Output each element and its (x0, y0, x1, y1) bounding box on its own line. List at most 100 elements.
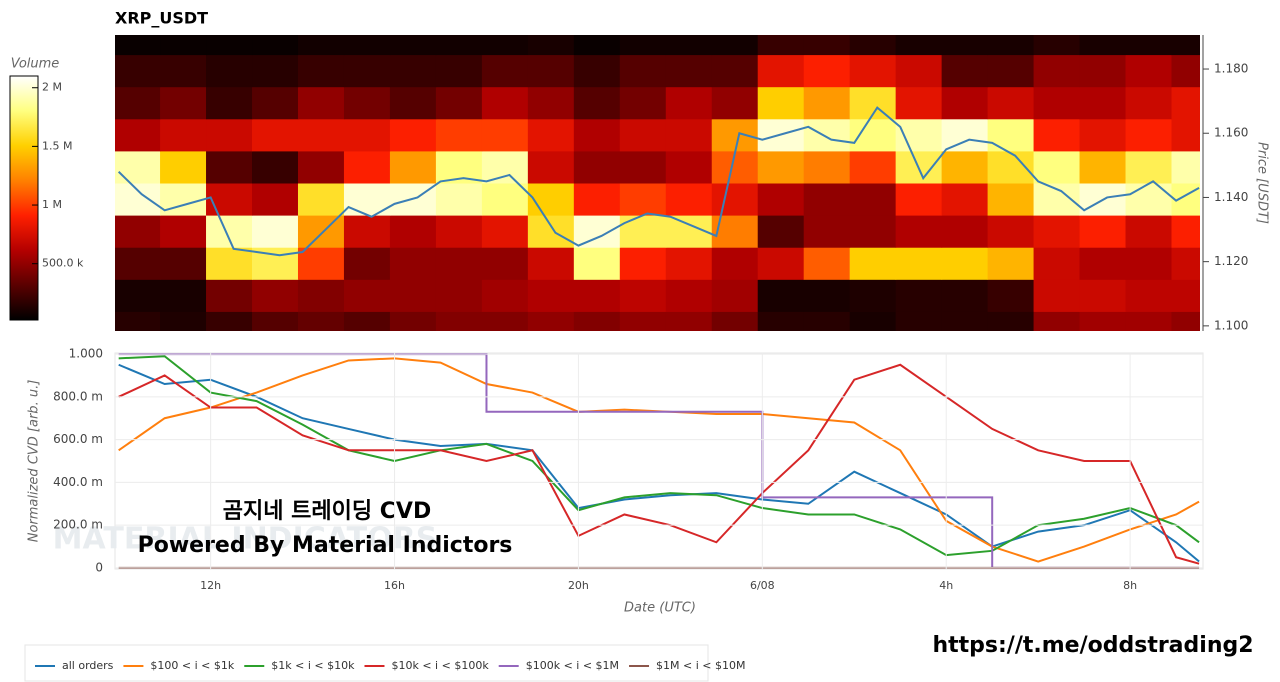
heatmap-cell (1033, 215, 1081, 248)
heatmap-cell (206, 311, 253, 331)
heatmap-cell (527, 183, 575, 216)
heatmap-cell (297, 247, 345, 280)
cvd-line (118, 363, 1200, 563)
colorbar-tick-label: 2 M (42, 81, 62, 94)
heatmap-cell (757, 183, 805, 216)
heatmap-cell (1079, 118, 1127, 152)
legend-label: $100k < i < $1M (526, 659, 619, 672)
heatmap-cell (481, 279, 529, 312)
heatmap-cell (1171, 311, 1200, 331)
heatmap-cell (1079, 150, 1127, 184)
heatmap-cell (849, 118, 897, 152)
heatmap-cell (803, 54, 851, 88)
heatmap-cell (1125, 183, 1172, 216)
heatmap-cell (252, 311, 299, 331)
heatmap-cell (1033, 118, 1081, 152)
heatmap-cell (1125, 150, 1172, 184)
heatmap-cell (665, 279, 713, 312)
heatmap-cell (160, 247, 207, 280)
heatmap-cell (1171, 150, 1200, 184)
heatmap-cell (206, 150, 253, 184)
heatmap-cell (573, 118, 621, 152)
heatmap-cell (115, 150, 161, 184)
heatmap-cell (757, 54, 805, 88)
x-axis-label: Date (UTC) (624, 601, 696, 616)
heatmap-cell (1033, 183, 1081, 216)
heatmap-cell (206, 183, 253, 216)
heatmap-cell (895, 279, 943, 312)
heatmap-cell (711, 247, 759, 280)
heatmap-cell (941, 183, 989, 216)
heatmap-cell (987, 54, 1035, 88)
heatmap-cell (527, 150, 575, 184)
heatmap-cell (619, 118, 667, 152)
heatmap-cell (389, 311, 437, 331)
heatmap-cell (711, 86, 759, 120)
y2-tick-label: 1.180 (1214, 62, 1248, 76)
x-tick-label: 16h (384, 579, 405, 592)
heatmap-cell (665, 311, 713, 331)
heatmap-cell (803, 86, 851, 120)
heatmap-cell (1033, 150, 1081, 184)
heatmap-cell (435, 54, 483, 88)
heatmap-cell (757, 279, 805, 312)
heatmap-cell (1079, 54, 1127, 88)
heatmap-cell (1079, 279, 1127, 312)
y2-tick-label: 1.120 (1214, 254, 1248, 268)
plot-area (114, 352, 1204, 570)
heatmap-cell (481, 215, 529, 248)
heatmap-cell (252, 279, 299, 312)
heatmap-cell (343, 279, 391, 312)
heatmap-cell (115, 247, 161, 280)
legend-label: all orders (62, 659, 114, 672)
heatmap-cell (481, 86, 529, 120)
heatmap-cell (389, 118, 437, 152)
heatmap-cell (435, 247, 483, 280)
heatmap-cell (1079, 35, 1127, 56)
heatmap-cell (665, 247, 713, 280)
heatmap-cell (987, 183, 1035, 216)
y-tick-label: 400.0 m (53, 475, 103, 489)
heatmap-cell (711, 35, 759, 56)
heatmap-cell (1171, 247, 1200, 280)
heatmap-cell (435, 118, 483, 152)
heatmap-cell (297, 150, 345, 184)
heatmap-cell (1171, 54, 1200, 88)
heatmap-cell (665, 35, 713, 56)
heatmap-cell (297, 54, 345, 88)
heatmap-cell (389, 215, 437, 248)
heatmap-cell (987, 215, 1035, 248)
heatmap-cell (665, 54, 713, 88)
heatmap-cell (573, 183, 621, 216)
heatmap-cell (573, 54, 621, 88)
heatmap-cell (252, 215, 299, 248)
heatmap-cell (619, 183, 667, 216)
heatmap-cell (435, 279, 483, 312)
heatmap-cell (481, 311, 529, 331)
heatmap-cell (987, 311, 1035, 331)
heatmap-cell (849, 247, 897, 280)
heatmap-cell (1079, 86, 1127, 120)
heatmap-cell (803, 311, 851, 331)
heatmap-cell (849, 54, 897, 88)
heatmap-cell (481, 118, 529, 152)
heatmap-cell (481, 150, 529, 184)
heatmap-cell (757, 86, 805, 120)
heatmap-cell (297, 35, 345, 56)
heatmap-cell (619, 311, 667, 331)
heatmap-cell (389, 86, 437, 120)
heatmap-cell (619, 247, 667, 280)
heatmap-cell (206, 35, 253, 56)
heatmap-cell (1171, 183, 1200, 216)
heatmap-cell (573, 215, 621, 248)
heatmap-cell (573, 86, 621, 120)
heatmap-cell (849, 311, 897, 331)
heatmap-cell (435, 86, 483, 120)
heatmap-cell (297, 311, 345, 331)
heatmap-cell (757, 247, 805, 280)
heatmap-cell (389, 279, 437, 312)
heatmap-cell (160, 150, 207, 184)
heatmap-cell (711, 183, 759, 216)
heatmap-cell (481, 54, 529, 88)
